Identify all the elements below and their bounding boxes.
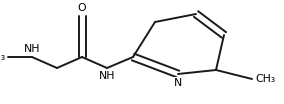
Text: NH: NH — [99, 71, 115, 81]
Text: NH: NH — [24, 44, 40, 54]
Text: CH₃: CH₃ — [0, 52, 5, 62]
Text: CH₃: CH₃ — [255, 74, 275, 84]
Text: N: N — [174, 78, 182, 88]
Text: O: O — [78, 3, 86, 13]
